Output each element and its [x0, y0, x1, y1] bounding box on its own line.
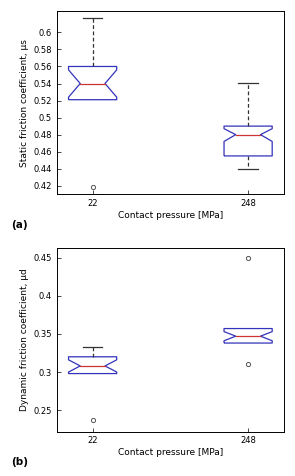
Y-axis label: Dynamic friction coefficient, μd: Dynamic friction coefficient, μd: [20, 268, 29, 411]
Y-axis label: Static friction coefficient, μs: Static friction coefficient, μs: [20, 39, 29, 167]
Text: (b): (b): [12, 457, 28, 467]
Text: (a): (a): [12, 220, 28, 230]
X-axis label: Contact pressure [MPa]: Contact pressure [MPa]: [118, 448, 223, 457]
X-axis label: Contact pressure [MPa]: Contact pressure [MPa]: [118, 211, 223, 220]
